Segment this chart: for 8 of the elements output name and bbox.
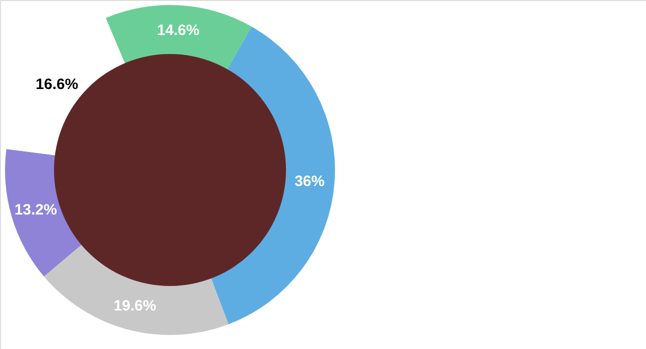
donut-slice (44, 244, 228, 335)
donut-slice (106, 5, 252, 70)
data-label: 36% (294, 172, 325, 190)
data-label: 13.2% (14, 202, 57, 219)
data-label: 16.6% (36, 76, 78, 94)
data-label: 14.6% (156, 22, 200, 40)
donut-slice (210, 26, 335, 324)
donut-slice (5, 148, 82, 276)
